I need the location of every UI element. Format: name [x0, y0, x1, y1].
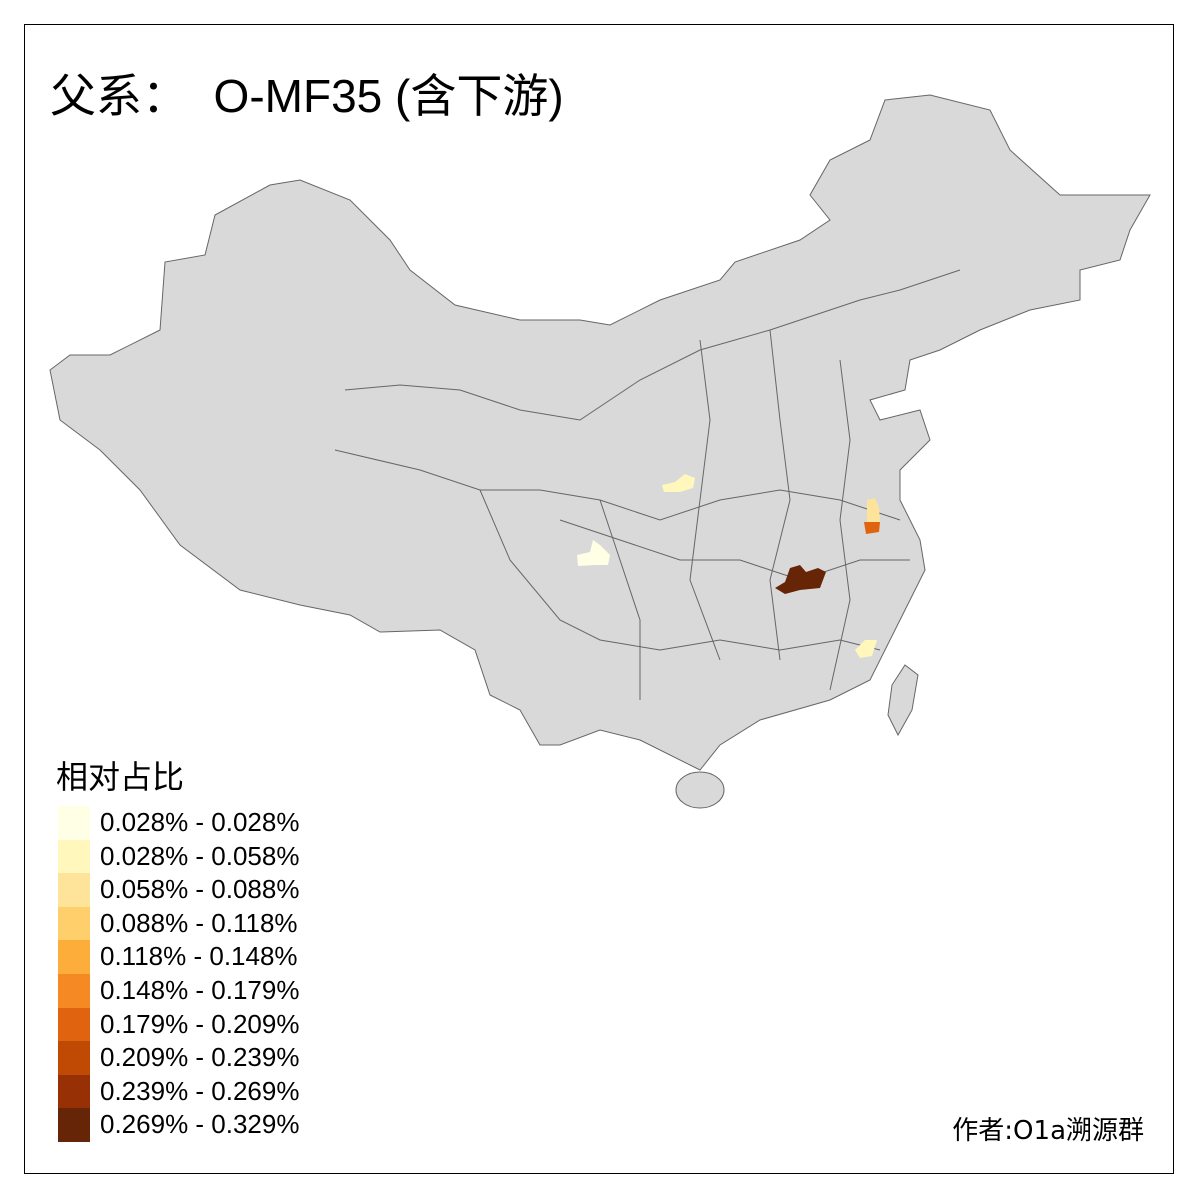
- legend-item: 0.179% - 0.209%: [58, 1007, 300, 1042]
- legend: 0.028% - 0.028% 0.028% - 0.058% 0.058% - 0…: [58, 806, 299, 1142]
- taiwan: [887, 664, 919, 737]
- legend-label: 0.209% - 0.239%: [100, 1042, 300, 1073]
- legend-label: 0.058% - 0.088%: [100, 874, 300, 905]
- legend-label: 0.148% - 0.179%: [100, 974, 300, 1005]
- legend-swatch: [58, 839, 90, 874]
- legend-label: 0.028% - 0.028%: [100, 807, 300, 837]
- hainan: [675, 771, 725, 809]
- map-frame: [24, 24, 1174, 1174]
- legend-item: 0.269% - 0.329%: [58, 1108, 299, 1142]
- legend-swatch: [58, 806, 90, 840]
- legend-item: 0.028% - 0.058%: [58, 839, 300, 874]
- author-credit: 作者:O1a溯源群: [952, 1116, 1144, 1146]
- legend-item: 0.148% - 0.179%: [58, 973, 300, 1008]
- legend-item: 0.028% - 0.028%: [58, 806, 299, 840]
- legend-swatch: [58, 906, 90, 941]
- legend-label: 0.239% - 0.269%: [100, 1075, 300, 1106]
- region-hubei: [775, 565, 826, 594]
- map-title: 父系： O-MF35 (含下游): [50, 70, 564, 122]
- province-borders: [334, 269, 961, 700]
- legend-swatch: [58, 1041, 90, 1075]
- legend-label: 0.028% - 0.058%: [100, 840, 300, 871]
- legend-item: 0.088% - 0.118%: [58, 906, 299, 941]
- legend-item: 0.118% - 0.148%: [58, 940, 299, 974]
- legend-item: 0.058% - 0.088%: [58, 873, 299, 907]
- legend-label: 0.179% - 0.209%: [100, 1008, 300, 1039]
- legend-item: 0.239% - 0.269%: [58, 1074, 300, 1109]
- legend-title: 相对占比: [56, 758, 185, 796]
- legend-label: 0.118% - 0.148%: [100, 941, 298, 972]
- legend-swatch: [58, 940, 90, 974]
- legend-item: 0.209% - 0.239%: [58, 1041, 299, 1075]
- legend-swatch: [58, 1074, 90, 1109]
- legend-label: 0.269% - 0.329%: [100, 1109, 300, 1140]
- china-mainland: [49, 94, 1151, 771]
- region-fujian: [855, 640, 877, 658]
- region-jiangsu-south: [864, 522, 880, 534]
- legend-swatch: [58, 973, 90, 1008]
- legend-swatch: [58, 1108, 90, 1142]
- region-sichuan: [577, 540, 610, 566]
- legend-swatch: [58, 1007, 90, 1042]
- legend-label: 0.088% - 0.118%: [100, 907, 298, 938]
- legend-swatch: [58, 873, 90, 907]
- region-jiangsu-north: [867, 498, 880, 522]
- region-shaanxi: [662, 474, 695, 492]
